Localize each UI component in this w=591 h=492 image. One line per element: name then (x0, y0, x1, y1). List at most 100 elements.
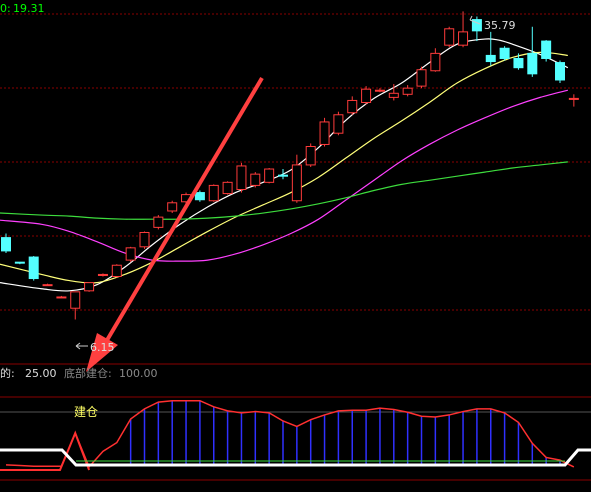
candle (56, 295, 67, 299)
candle-body (111, 264, 122, 277)
candle-body (416, 69, 427, 87)
candle-body (264, 168, 275, 183)
candle-body (361, 88, 372, 103)
candle (374, 88, 385, 93)
candle-body (541, 40, 552, 59)
candle (250, 172, 261, 188)
candle (305, 143, 316, 167)
high-price-label: 35.79 (484, 19, 516, 32)
candle (555, 60, 565, 84)
indicator-curve (5, 400, 575, 469)
candle-body (458, 31, 469, 46)
moving-average-line (0, 51, 568, 284)
indicator-bars (129, 400, 561, 465)
signal-spike (0, 430, 91, 471)
top-indicator-value: 19.31 (13, 2, 45, 15)
candle-body (125, 247, 136, 261)
candle-body (555, 62, 565, 81)
candle (430, 48, 441, 72)
candle (499, 46, 510, 61)
candle (1, 233, 11, 253)
candle (222, 181, 233, 195)
candle-body (291, 164, 302, 202)
candle (70, 291, 81, 320)
candle (97, 273, 108, 277)
candle (278, 169, 288, 180)
candle (361, 86, 372, 105)
candle (125, 246, 136, 263)
candle-body (374, 89, 385, 92)
candle (291, 154, 302, 203)
candle-body (97, 273, 108, 276)
candle (402, 85, 413, 97)
candle-body (222, 181, 233, 195)
candle (167, 200, 178, 214)
red-arrow (86, 76, 264, 372)
candle-body (167, 202, 178, 212)
candle-body (153, 216, 164, 228)
candle (264, 168, 275, 184)
indicator-label2-value: 100.00 (119, 367, 158, 380)
signal-label: 建仓 (74, 405, 98, 419)
candlesticks (1, 11, 579, 320)
candle-body (319, 121, 330, 145)
candle-body (70, 291, 81, 309)
candle-body (305, 146, 316, 166)
top-indicator-prefix: 0: (0, 2, 11, 15)
moving-average-line (0, 161, 568, 220)
candle-body (14, 261, 25, 264)
price-gridlines (0, 13, 591, 311)
candle-body (28, 256, 39, 280)
candle-body (84, 282, 95, 292)
candle (541, 40, 552, 62)
candle-body (388, 92, 399, 98)
candle (513, 53, 524, 70)
candle-body (1, 237, 11, 252)
candle-body (513, 57, 524, 69)
moving-average-line (0, 89, 569, 262)
candle-body (485, 54, 496, 63)
candle-body (402, 87, 413, 95)
candle (568, 94, 579, 107)
candle (444, 26, 455, 48)
candle-body (56, 296, 67, 299)
candle (485, 31, 496, 66)
candle (139, 231, 150, 249)
candle (527, 26, 538, 77)
candle-body (499, 47, 510, 59)
candle-body (333, 114, 344, 134)
candle (333, 111, 344, 136)
candle (388, 84, 399, 101)
candle-body (208, 184, 219, 202)
candle (319, 117, 330, 147)
candle (208, 184, 219, 202)
moving-average-line (0, 38, 569, 292)
indicator-label1-value: 25.00 (25, 367, 57, 380)
candle (416, 66, 427, 89)
indicator-white-baseline (0, 448, 591, 467)
low-price-label: 6.15 (90, 341, 115, 354)
candle-body (194, 192, 205, 201)
moving-average-lines (0, 38, 569, 292)
candle (28, 256, 39, 281)
candle-body (236, 165, 247, 190)
candle-body (250, 173, 261, 186)
candle (153, 215, 164, 230)
candle-body (139, 231, 150, 248)
candle-body (347, 99, 358, 114)
candle (236, 162, 247, 193)
candle-body (430, 52, 441, 72)
low-marker: 6.15 (75, 341, 115, 354)
candle (84, 282, 95, 292)
candle-body (278, 174, 288, 177)
candle-body (527, 52, 538, 75)
candle-body (42, 284, 53, 287)
candle (111, 264, 122, 278)
candle (471, 16, 482, 42)
indicator-label2-prefix: 底部建仓: (64, 366, 112, 380)
candle (14, 261, 25, 265)
candle (458, 11, 469, 48)
candle-body (444, 28, 455, 46)
candle-body (568, 97, 579, 100)
